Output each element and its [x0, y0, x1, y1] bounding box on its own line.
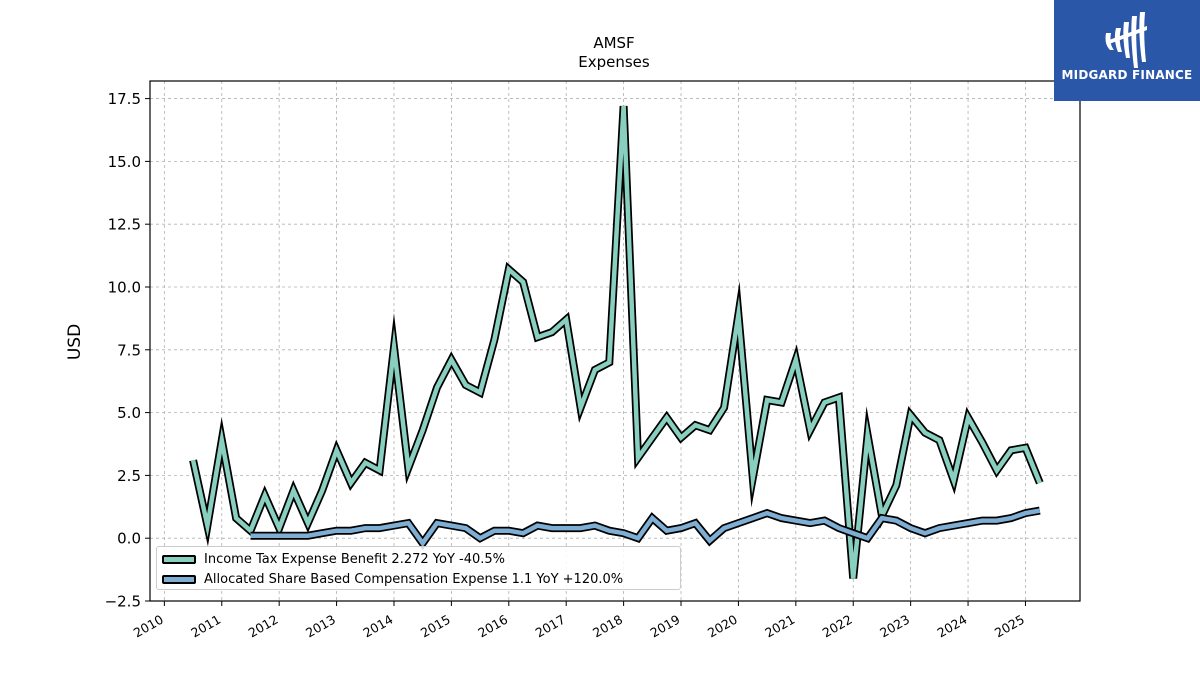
legend-label-income-tax: Income Tax Expense Benefit 2.272 YoY -40… — [204, 551, 505, 567]
logo-text: MIDGARD FINANCE — [1061, 68, 1193, 82]
x-tick-label: 2012 — [246, 612, 281, 641]
y-tick-label: 15.0 — [108, 153, 141, 171]
x-tick-label: 2015 — [418, 612, 453, 641]
x-tick-label: 2020 — [705, 612, 740, 641]
chart-title: AMSF — [593, 34, 634, 52]
x-tick-label: 2019 — [647, 612, 682, 641]
x-tick-label: 2010 — [131, 612, 166, 641]
plot-frame — [149, 80, 1081, 602]
x-tick-label: 2021 — [762, 612, 797, 641]
legend-item-share-comp: Allocated Share Based Compensation Expen… — [162, 570, 623, 588]
grid-lines — [150, 81, 1080, 602]
chart-subtitle: Expenses — [578, 53, 650, 71]
y-tick-label: 10.0 — [108, 278, 141, 296]
y-tick-label: 2.5 — [117, 467, 141, 485]
midgard-logo: MIDGARD FINANCE — [1054, 0, 1200, 101]
y-axis-label: USD — [65, 324, 85, 360]
x-tick-label: 2022 — [820, 612, 855, 641]
y-tick-label: 17.5 — [108, 90, 141, 108]
x-tick-label: 2016 — [475, 612, 510, 641]
legend-swatch-income-tax — [162, 554, 196, 564]
x-tick-label: 2024 — [935, 612, 970, 641]
legend-swatch-share-comp — [162, 574, 196, 584]
y-tick-label: 7.5 — [117, 341, 141, 359]
legend-label-share-comp: Allocated Share Based Compensation Expen… — [204, 571, 624, 587]
y-tick-label: 5.0 — [117, 404, 141, 422]
legend-item-income-tax: Income Tax Expense Benefit 2.272 YoY -40… — [162, 550, 505, 568]
legend: Income Tax Expense Benefit 2.272 YoY -40… — [156, 546, 681, 590]
y-tick-label: −2.5 — [105, 593, 141, 611]
series-line-income-tax — [190, 105, 1042, 579]
x-tick-label: 2014 — [360, 612, 395, 641]
x-tick-label: 2013 — [303, 612, 338, 641]
x-tick-label: 2018 — [590, 612, 625, 641]
x-tick-label: 2025 — [992, 612, 1027, 641]
x-tick-label: 2023 — [877, 612, 912, 641]
y-tick-label: 12.5 — [108, 216, 141, 234]
series-line-share-comp — [250, 508, 1041, 548]
x-tick-label: 2011 — [188, 612, 223, 641]
midgard-logo-icon — [1105, 12, 1147, 68]
series-lines — [189, 105, 1044, 579]
y-tick-label: 0.0 — [117, 530, 141, 548]
x-tick-label: 2017 — [533, 612, 568, 641]
series-line-income-tax-outline — [189, 105, 1044, 579]
